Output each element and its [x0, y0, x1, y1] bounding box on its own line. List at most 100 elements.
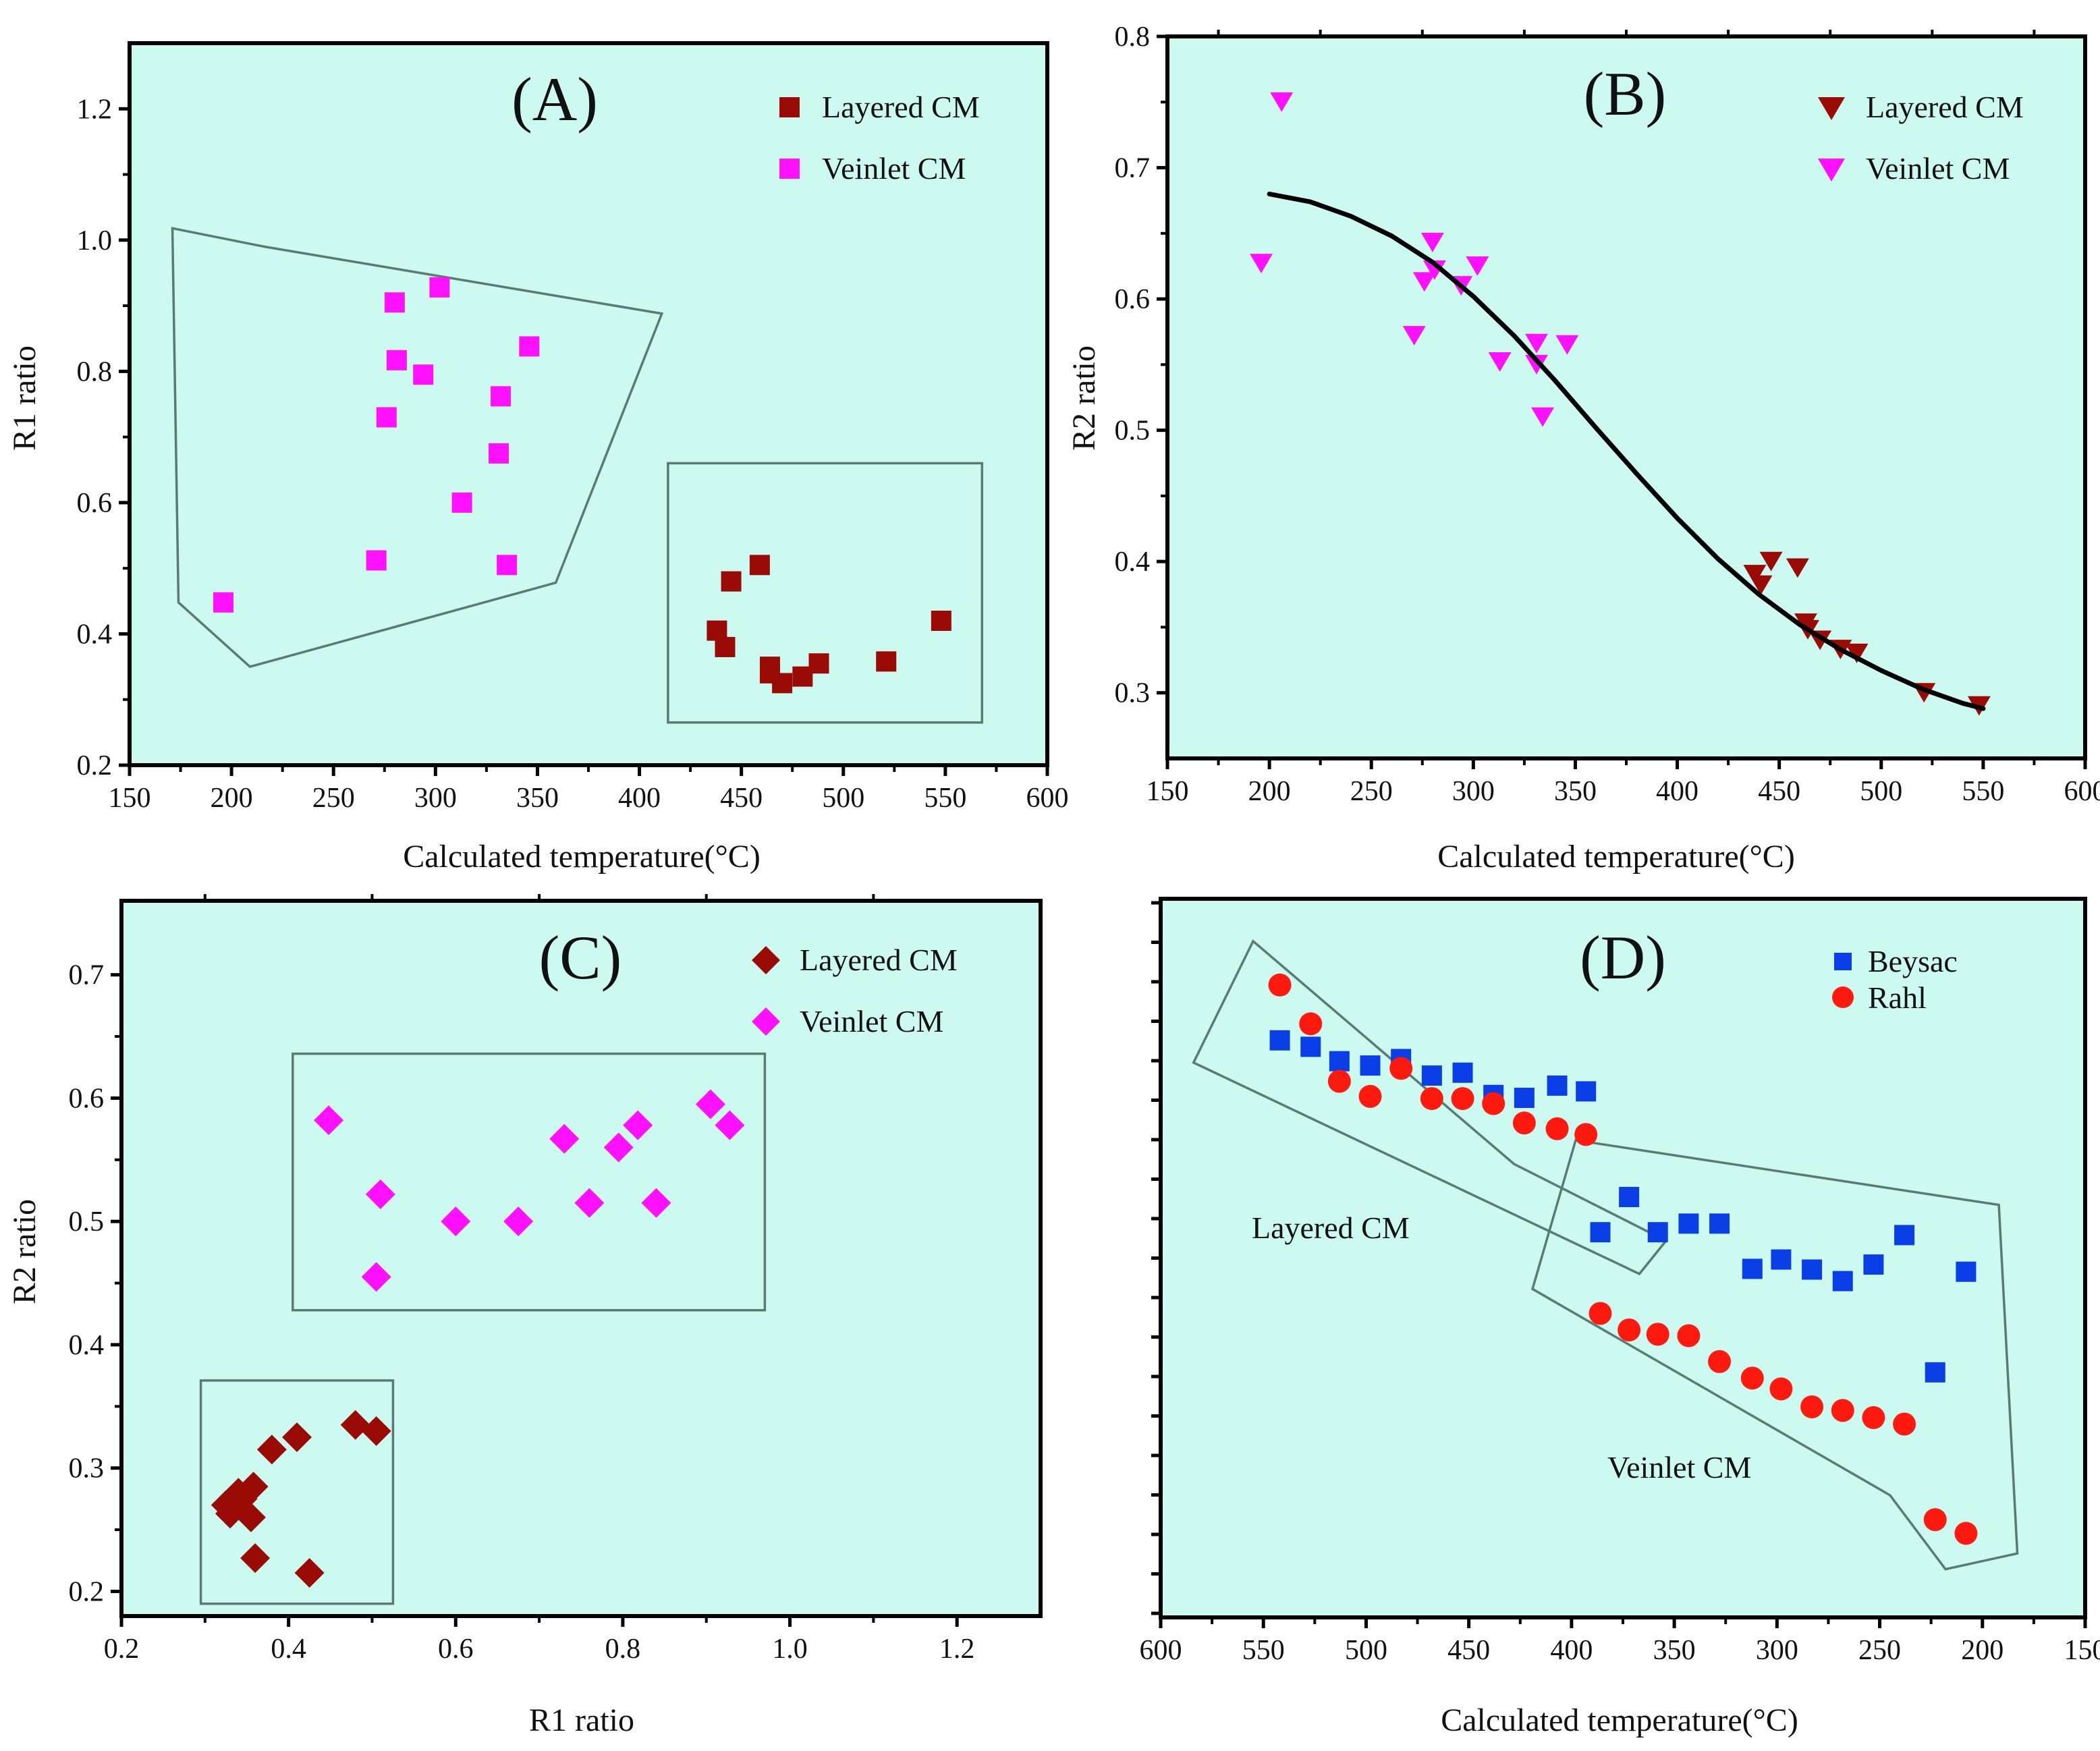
legend-label-layered-cm: Layered CM	[822, 90, 980, 124]
panel-d-point-beysac	[1771, 1249, 1792, 1270]
panel-a-title: (A)	[512, 65, 598, 134]
panel-b-y-tick-label: 0.7	[1115, 153, 1151, 184]
panel-b-x-tick-label: 400	[1656, 776, 1698, 807]
panel-d-x-tick-label: 250	[1858, 1635, 1901, 1666]
panel-b-point-veinlet-cm	[1488, 352, 1512, 372]
panel-d-point-beysac	[1742, 1258, 1763, 1279]
panel-a-y-tick-label: 0.2	[77, 750, 113, 781]
panel-d-point-beysac	[1360, 1055, 1381, 1076]
panel-d-point-rahl	[1677, 1324, 1701, 1347]
panel-b-x-tick-label: 350	[1554, 776, 1597, 807]
panel-c-markers	[211, 1089, 745, 1588]
panel-a: 150 200 250 300 350 400 450 500 550 600 0.2 0.4 0.6 0…	[7, 41, 1069, 874]
legend-marker-layered-cm	[779, 97, 800, 117]
panel-a-legend: Layered CM Veinlet CM	[779, 90, 980, 186]
panel-a-y-tick-label: 0.4	[77, 619, 113, 650]
panel-d-x-tick-label: 500	[1345, 1635, 1387, 1666]
panel-d-point-beysac	[1329, 1051, 1350, 1072]
legend-marker-layered-cm	[1818, 97, 1845, 120]
panel-b-x-tick-label: 450	[1758, 776, 1800, 807]
panel-b-y-tick-label: 0.8	[1115, 22, 1151, 53]
panel-a-point-layered-cm	[931, 611, 951, 631]
panel-b-point-layered-cm	[1749, 575, 1773, 595]
panel-d-point-beysac	[1452, 1062, 1473, 1083]
panel-a-y-tick-label: 1.2	[77, 94, 113, 125]
panel-a-point-veinlet-cm	[497, 555, 518, 576]
panel-c-y-tick-label: 0.5	[69, 1206, 105, 1238]
panel-a-y-tick-label: 0.8	[77, 356, 113, 387]
panel-a-point-layered-cm	[715, 636, 736, 657]
panel-b-x-tick-label: 200	[1248, 776, 1291, 807]
panel-d-point-beysac	[1894, 1225, 1915, 1246]
panel-b-point-veinlet-cm	[1531, 407, 1555, 427]
panel-d-markers	[1268, 973, 1978, 1545]
panel-b-point-veinlet-cm	[1525, 333, 1549, 354]
panel-b-x-axis-label: Calculated temperature(°C)	[1437, 839, 1795, 874]
panel-a-x-tick-label: 600	[1026, 783, 1069, 814]
panel-c-point-layered-cm	[294, 1558, 325, 1588]
panel-b-ticks: 150 200 250 300 350 400 450 500 550 600 0.3 0.4 0.5 0…	[1115, 22, 2100, 807]
panel-c-point-veinlet-cm	[695, 1089, 725, 1119]
panel-b-point-veinlet-cm	[1250, 254, 1273, 274]
panel-c-x-tick-label: 1.0	[772, 1634, 808, 1665]
panel-a-x-tick-label: 200	[211, 783, 253, 814]
panel-b-y-tick-label: 0.5	[1115, 416, 1151, 447]
panel-b-point-layered-cm	[1786, 558, 1809, 578]
panel-d-point-rahl	[1358, 1084, 1382, 1108]
panel-d-point-beysac	[1956, 1261, 1977, 1282]
panel-d-cluster-outline	[1192, 939, 1668, 1276]
panel-d-x-tick-label: 450	[1447, 1635, 1490, 1666]
panel-b-point-veinlet-cm	[1555, 335, 1579, 355]
panel-c-y-tick-label: 0.2	[69, 1576, 105, 1607]
panel-d-point-beysac	[1647, 1222, 1668, 1243]
panel-d-point-beysac	[1514, 1088, 1535, 1109]
panel-a-point-layered-cm	[772, 673, 793, 694]
panel-d-point-rahl	[1389, 1057, 1413, 1080]
panel-d-point-rahl	[1588, 1302, 1612, 1325]
panel-a-point-veinlet-cm	[413, 364, 434, 385]
panel-c-title: (C)	[539, 923, 622, 992]
annotation-layered-cm: Layered CM	[1252, 1211, 1410, 1245]
panel-d-point-rahl	[1482, 1092, 1505, 1115]
panel-a-x-tick-label: 550	[924, 783, 966, 814]
panel-c-point-veinlet-cm	[574, 1188, 605, 1218]
panel-d-point-rahl	[1420, 1087, 1443, 1111]
panel-c-y-tick-label: 0.3	[69, 1453, 105, 1484]
panel-b-fit-curve	[1267, 192, 1986, 711]
panel-c-point-veinlet-cm	[314, 1105, 344, 1136]
panel-c-x-tick-label: 0.8	[605, 1634, 641, 1665]
panel-b-y-tick-label: 0.3	[1115, 678, 1151, 709]
panel-d-point-beysac	[1619, 1186, 1640, 1207]
panel-d-x-tick-label: 300	[1756, 1635, 1798, 1666]
panel-c-x-tick-label: 0.2	[104, 1634, 140, 1665]
panel-b: 150 200 250 300 350 400 450 500 550 600 0.3 0.4 0.5 0…	[1066, 22, 2100, 874]
panel-b-point-veinlet-cm	[1412, 272, 1436, 292]
legend-marker-veinlet-cm	[779, 159, 800, 179]
panel-a-point-veinlet-cm	[376, 407, 397, 428]
panel-a-markers	[213, 277, 951, 694]
panel-a-point-veinlet-cm	[386, 350, 407, 370]
panel-c-cluster-outline	[292, 1052, 767, 1312]
panel-c-point-veinlet-cm	[361, 1262, 391, 1292]
panel-d-point-rahl	[1740, 1366, 1764, 1390]
legend-label-rahl: Rahl	[1868, 980, 1927, 1015]
panel-b-y-axis-label: R2 ratio	[1066, 345, 1102, 451]
panel-c-point-veinlet-cm	[441, 1206, 471, 1237]
panel-d-point-rahl	[1574, 1123, 1598, 1146]
panel-c-point-layered-cm	[282, 1422, 312, 1452]
panel-d-legend: Beysac Rahl	[1832, 944, 1958, 1015]
panel-a-x-tick-label: 500	[822, 783, 864, 814]
panel-c-cluster-outline	[199, 1379, 395, 1605]
panel-c-x-tick-label: 0.4	[271, 1634, 306, 1665]
panel-d-point-rahl	[1954, 1522, 1978, 1545]
panel-a-point-layered-cm	[876, 651, 897, 672]
panel-c-plot-area	[121, 901, 1041, 1616]
panel-a-point-veinlet-cm	[213, 592, 234, 613]
panel-a-outlines	[171, 227, 984, 724]
panel-c-y-tick-label: 0.6	[69, 1083, 105, 1114]
panel-c-point-layered-cm	[238, 1472, 269, 1502]
panel-c-ticks: 0.2 0.4 0.6 0.8 1.0 1.2 0.2 0.3 0.4 0.5 0.6 0.7	[69, 894, 974, 1665]
panel-a-point-veinlet-cm	[489, 443, 509, 464]
panel-d-point-beysac	[1925, 1362, 1945, 1383]
